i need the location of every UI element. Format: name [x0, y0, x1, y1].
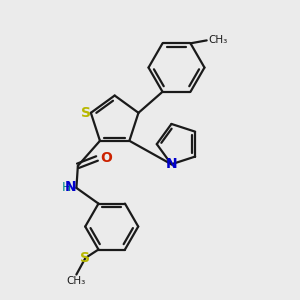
Text: O: O: [100, 152, 112, 166]
Text: N: N: [65, 180, 76, 194]
Text: CH₃: CH₃: [208, 35, 227, 45]
Text: S: S: [80, 251, 90, 265]
Text: S: S: [81, 106, 91, 120]
Text: CH₃: CH₃: [67, 276, 86, 286]
Text: N: N: [166, 157, 177, 171]
Text: H: H: [62, 181, 71, 194]
